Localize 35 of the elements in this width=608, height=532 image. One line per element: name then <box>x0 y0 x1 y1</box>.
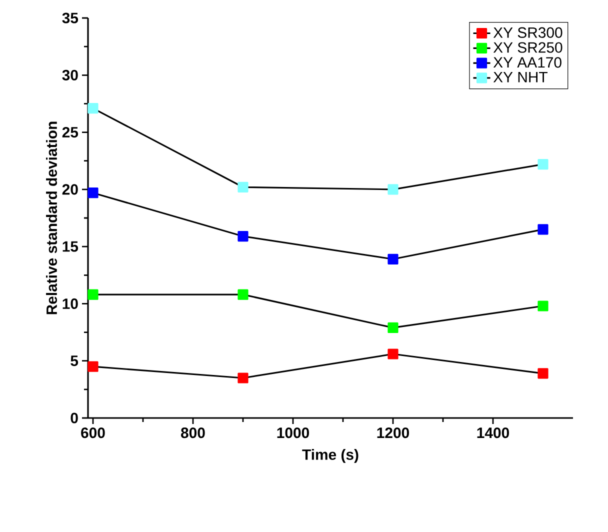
x-tick-label: 800 <box>181 428 205 438</box>
point <box>538 368 548 379</box>
y-tick-label: 10 <box>62 298 78 309</box>
point <box>238 289 248 300</box>
y-tick-label: 25 <box>62 126 78 138</box>
point <box>538 158 548 170</box>
x-tick-label: 600 <box>81 428 105 438</box>
point <box>88 361 98 372</box>
point <box>88 102 98 114</box>
y-tick-label: 15 <box>62 241 78 252</box>
y-tick-label: 5 <box>70 356 78 366</box>
point <box>88 289 98 300</box>
legend-label: XY SR300 <box>493 27 562 38</box>
point <box>388 254 398 264</box>
legend-label: XY AA170 <box>493 57 562 68</box>
y-tick-label: 35 <box>62 12 78 24</box>
point <box>538 224 548 235</box>
x-tick-label: 1000 <box>277 428 309 438</box>
x-tick-label: 1200 <box>377 428 409 438</box>
y-tick-label: 30 <box>62 70 78 80</box>
point <box>388 348 398 360</box>
point <box>238 182 248 192</box>
x-axis-title: Time (s) <box>302 448 358 463</box>
point <box>388 322 398 334</box>
point <box>388 184 398 195</box>
x-tick-label: 1400 <box>477 428 509 438</box>
point <box>238 372 248 384</box>
point <box>88 188 98 198</box>
point <box>238 230 248 242</box>
y-tick-label: 20 <box>62 184 78 195</box>
y-tick-label: 0 <box>70 412 78 424</box>
point <box>538 300 548 312</box>
legend-label: XY SR250 <box>493 42 562 53</box>
legend-label: XY NHT <box>493 72 548 82</box>
y-axis-title: Relative standard deviation <box>46 122 58 314</box>
